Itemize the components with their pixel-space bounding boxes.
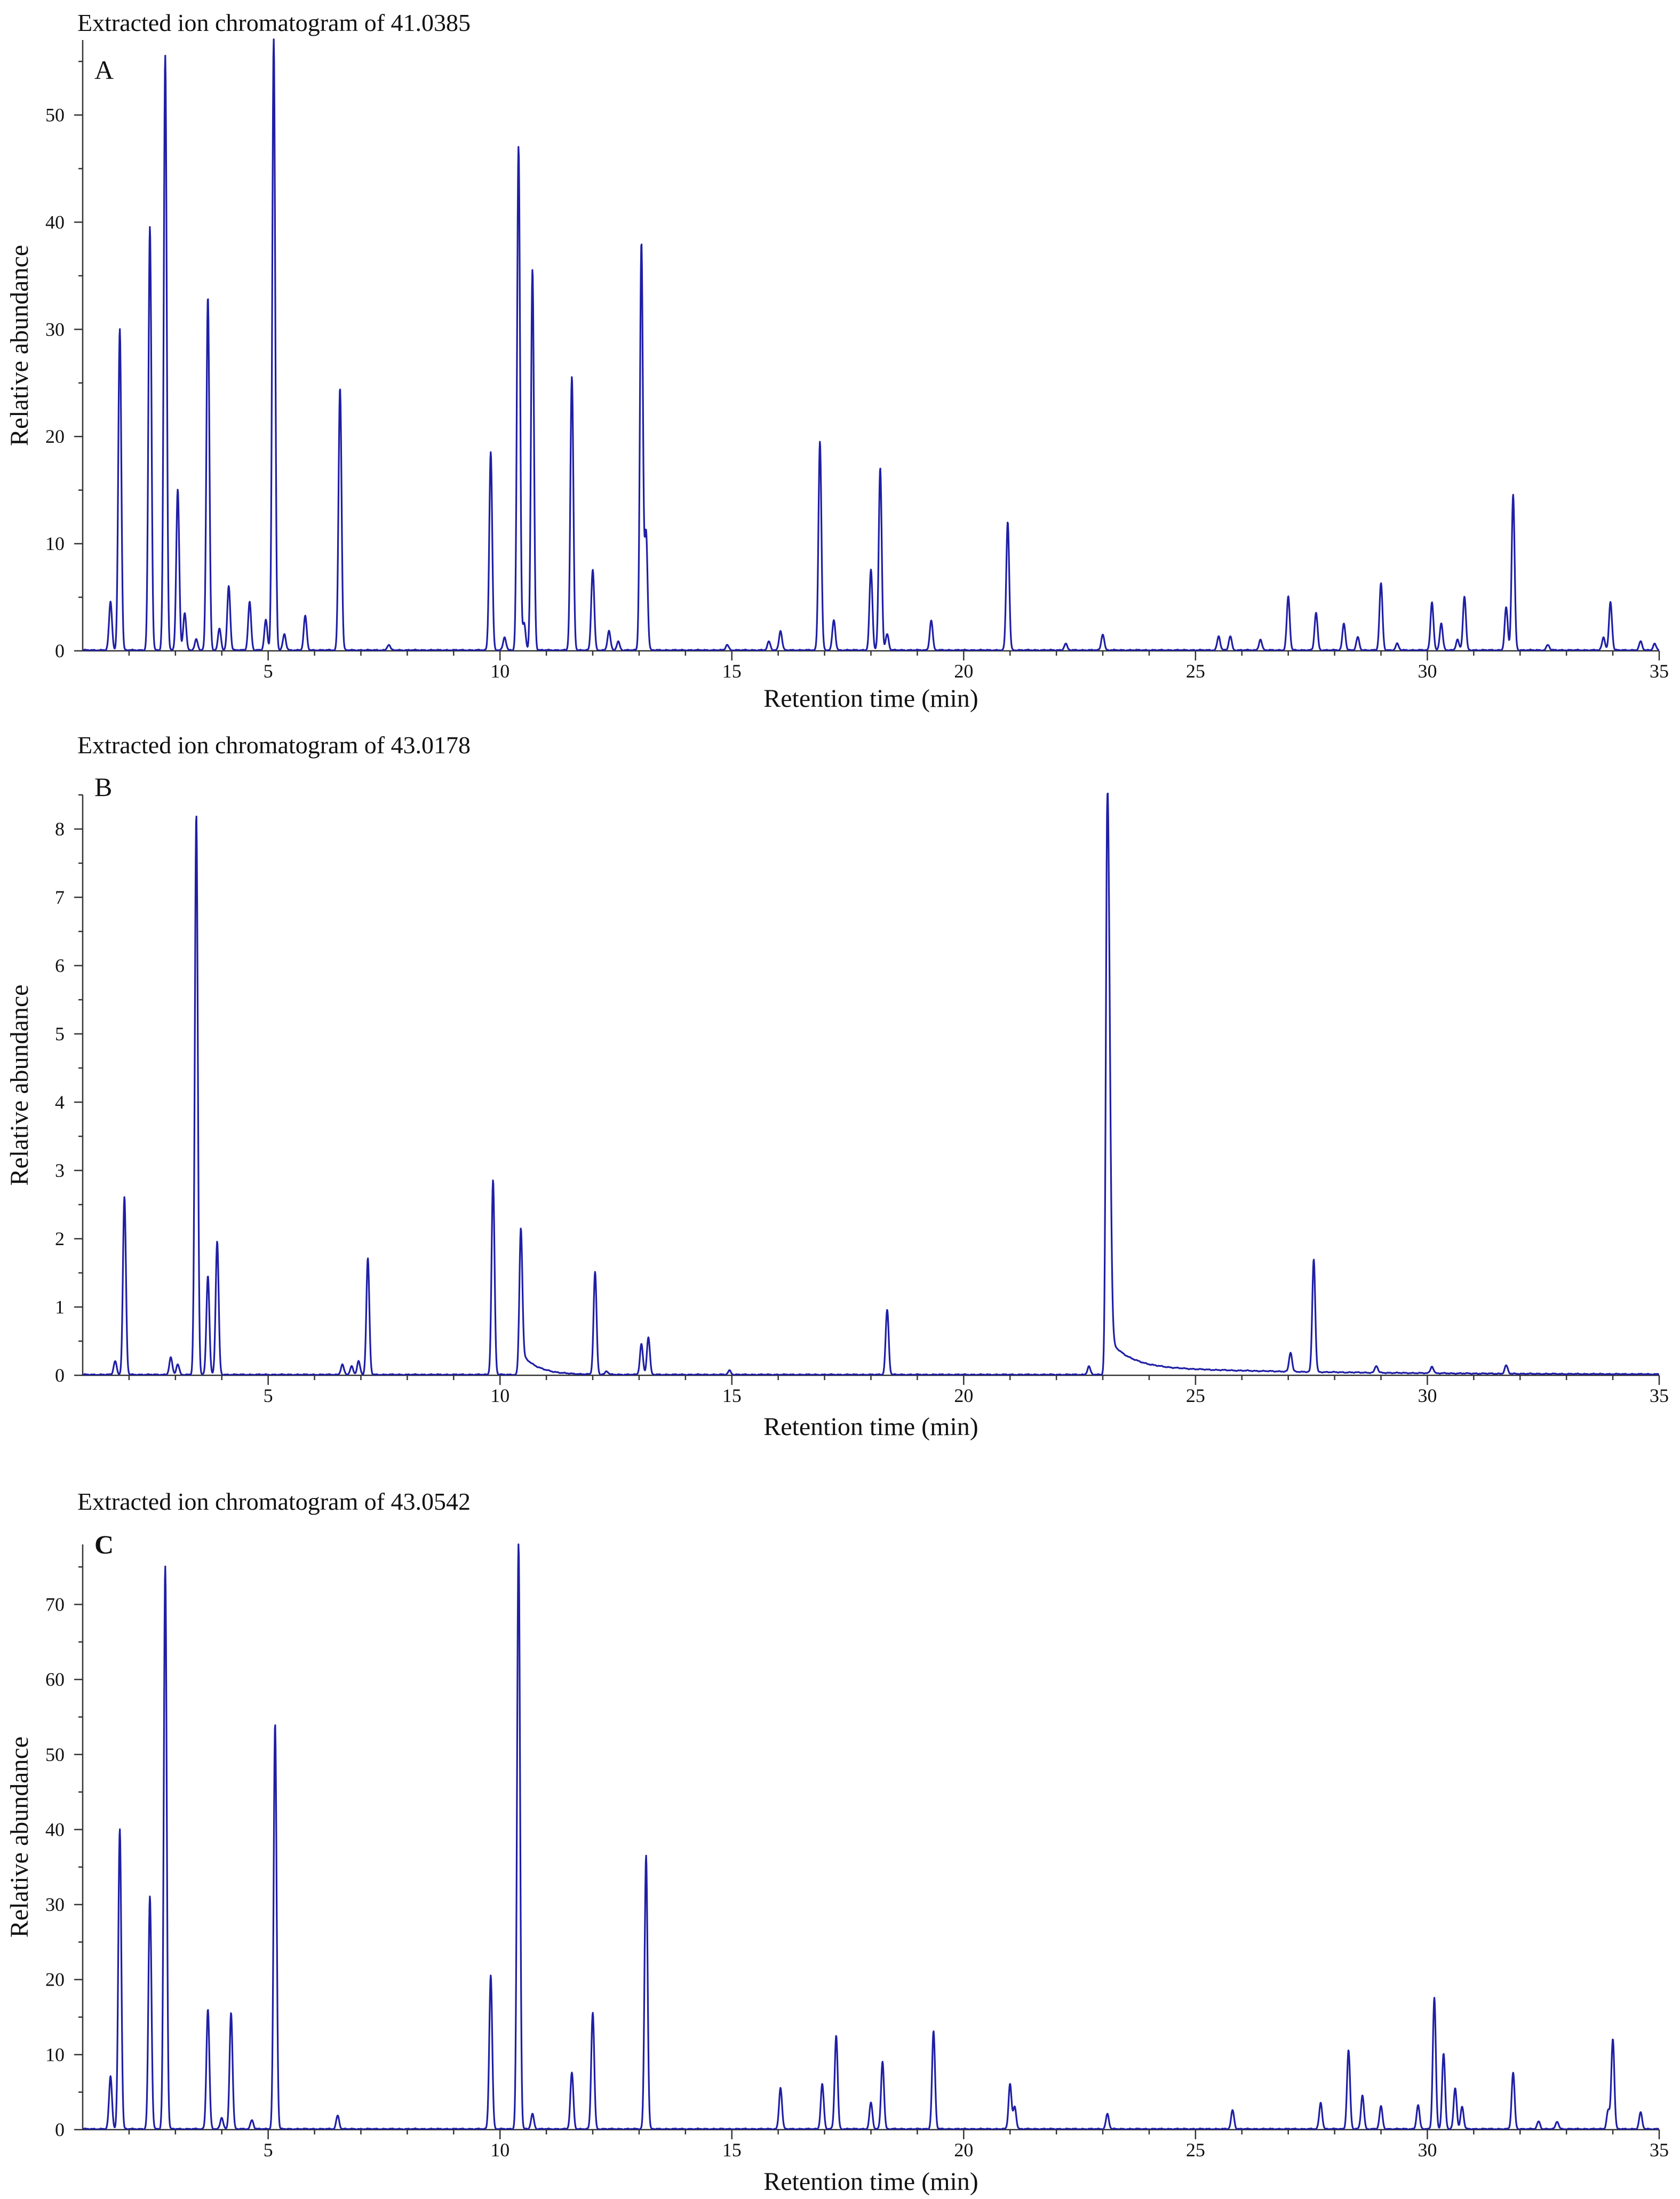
x-tick-label: 30 bbox=[1418, 1385, 1437, 1406]
y-tick-label: 7 bbox=[55, 887, 65, 908]
x-tick-label: 10 bbox=[490, 1385, 509, 1406]
y-tick-label: 10 bbox=[45, 533, 65, 554]
panel-letter: B bbox=[94, 772, 112, 802]
x-tick-label: 15 bbox=[722, 660, 742, 682]
y-tick-label: 5 bbox=[55, 1023, 65, 1045]
x-tick-label: 10 bbox=[490, 660, 509, 682]
y-tick-label: 0 bbox=[55, 2119, 65, 2140]
x-tick-label: 35 bbox=[1650, 1385, 1669, 1406]
x-axis-title: Retention time (min) bbox=[763, 684, 978, 713]
x-tick-label: 20 bbox=[954, 660, 973, 682]
y-axis-title: Relative abundance bbox=[5, 1736, 34, 1938]
x-tick-label: 35 bbox=[1650, 660, 1669, 682]
y-tick-label: 50 bbox=[45, 105, 65, 126]
x-tick-label: 5 bbox=[264, 1385, 273, 1406]
y-tick-label: 70 bbox=[45, 1594, 65, 1615]
panel-title: Extracted ion chromatogram of 43.0178 bbox=[77, 731, 471, 759]
x-tick-label: 30 bbox=[1418, 660, 1437, 682]
y-tick-label: 4 bbox=[55, 1091, 65, 1113]
y-tick-label: 2 bbox=[55, 1228, 65, 1249]
y-tick-label: 1 bbox=[55, 1296, 65, 1318]
y-tick-label: 50 bbox=[45, 1744, 65, 1765]
chromatogram-trace bbox=[83, 1543, 1659, 2130]
y-tick-label: 20 bbox=[45, 1969, 65, 1990]
x-tick-label: 20 bbox=[954, 2139, 973, 2161]
y-tick-label: 8 bbox=[55, 818, 65, 840]
x-tick-label: 25 bbox=[1186, 660, 1205, 682]
y-axis-title: Relative abundance bbox=[5, 245, 34, 446]
y-tick-label: 20 bbox=[45, 426, 65, 447]
y-tick-label: 0 bbox=[55, 640, 65, 662]
x-tick-label: 25 bbox=[1186, 1385, 1205, 1406]
panel-letter: A bbox=[94, 55, 114, 85]
panel-letter: C bbox=[94, 1529, 114, 1559]
y-tick-label: 30 bbox=[45, 1894, 65, 1915]
panel-a: Extracted ion chromatogram of 41.0385 A 5 1… bbox=[5, 9, 1669, 713]
panel-b: Extracted ion chromatogram of 43.0178 B 5 1… bbox=[5, 731, 1669, 1441]
chromatogram-trace bbox=[83, 38, 1659, 651]
y-tick-label: 40 bbox=[45, 1819, 65, 1840]
panel-title: Extracted ion chromatogram of 43.0542 bbox=[77, 1488, 471, 1515]
x-tick-label: 20 bbox=[954, 1385, 973, 1406]
y-tick-label: 6 bbox=[55, 955, 65, 976]
x-tick-label: 15 bbox=[722, 2139, 742, 2161]
y-tick-label: 60 bbox=[45, 1669, 65, 1690]
x-tick-label: 5 bbox=[264, 2139, 273, 2161]
x-tick-label: 5 bbox=[264, 660, 273, 682]
x-tick-label: 15 bbox=[722, 1385, 742, 1406]
y-tick-label: 10 bbox=[45, 2044, 65, 2065]
panel-title: Extracted ion chromatogram of 41.0385 bbox=[77, 9, 471, 36]
panel-c: Extracted ion chromatogram of 43.0542 C 5 1… bbox=[5, 1488, 1669, 2196]
x-tick-label: 30 bbox=[1418, 2139, 1437, 2161]
x-tick-label: 25 bbox=[1186, 2139, 1205, 2161]
y-tick-label: 30 bbox=[45, 318, 65, 340]
x-axis-title: Retention time (min) bbox=[763, 1413, 978, 1441]
y-tick-label: 0 bbox=[55, 1365, 65, 1386]
y-tick-label: 40 bbox=[45, 211, 65, 233]
x-axis-title: Retention time (min) bbox=[763, 2168, 978, 2196]
chromatogram-trace bbox=[83, 792, 1659, 1375]
x-tick-label: 35 bbox=[1650, 2139, 1669, 2161]
y-axis-title: Relative abundance bbox=[5, 984, 34, 1185]
x-tick-label: 10 bbox=[490, 2139, 509, 2161]
y-tick-label: 3 bbox=[55, 1160, 65, 1181]
